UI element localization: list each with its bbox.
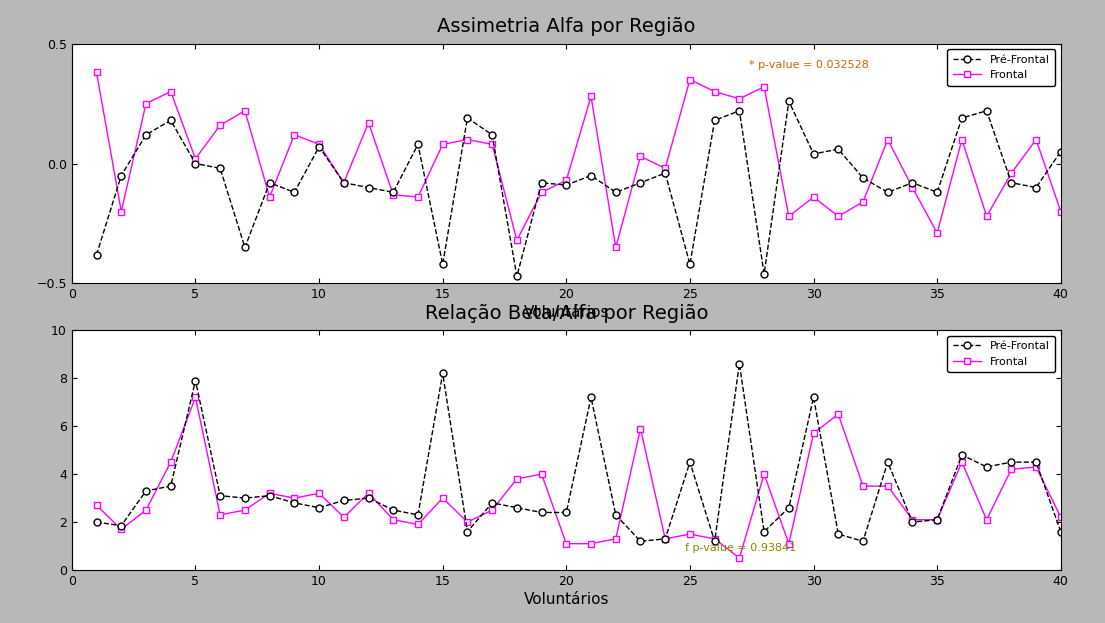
Legend: Pré-Frontal, Frontal: Pré-Frontal, Frontal — [947, 336, 1055, 373]
Text: f p-value = 0.93841: f p-value = 0.93841 — [685, 543, 797, 553]
X-axis label: Voluntários: Voluntários — [524, 305, 609, 320]
Title: Assimetria Alfa por Região: Assimetria Alfa por Região — [438, 17, 695, 37]
X-axis label: Voluntários: Voluntários — [524, 592, 609, 607]
Title: Relação Beta/Alfa por Região: Relação Beta/Alfa por Região — [424, 304, 708, 323]
Legend: Pré-Frontal, Frontal: Pré-Frontal, Frontal — [947, 49, 1055, 86]
Text: * p-value = 0.032528: * p-value = 0.032528 — [749, 60, 870, 70]
